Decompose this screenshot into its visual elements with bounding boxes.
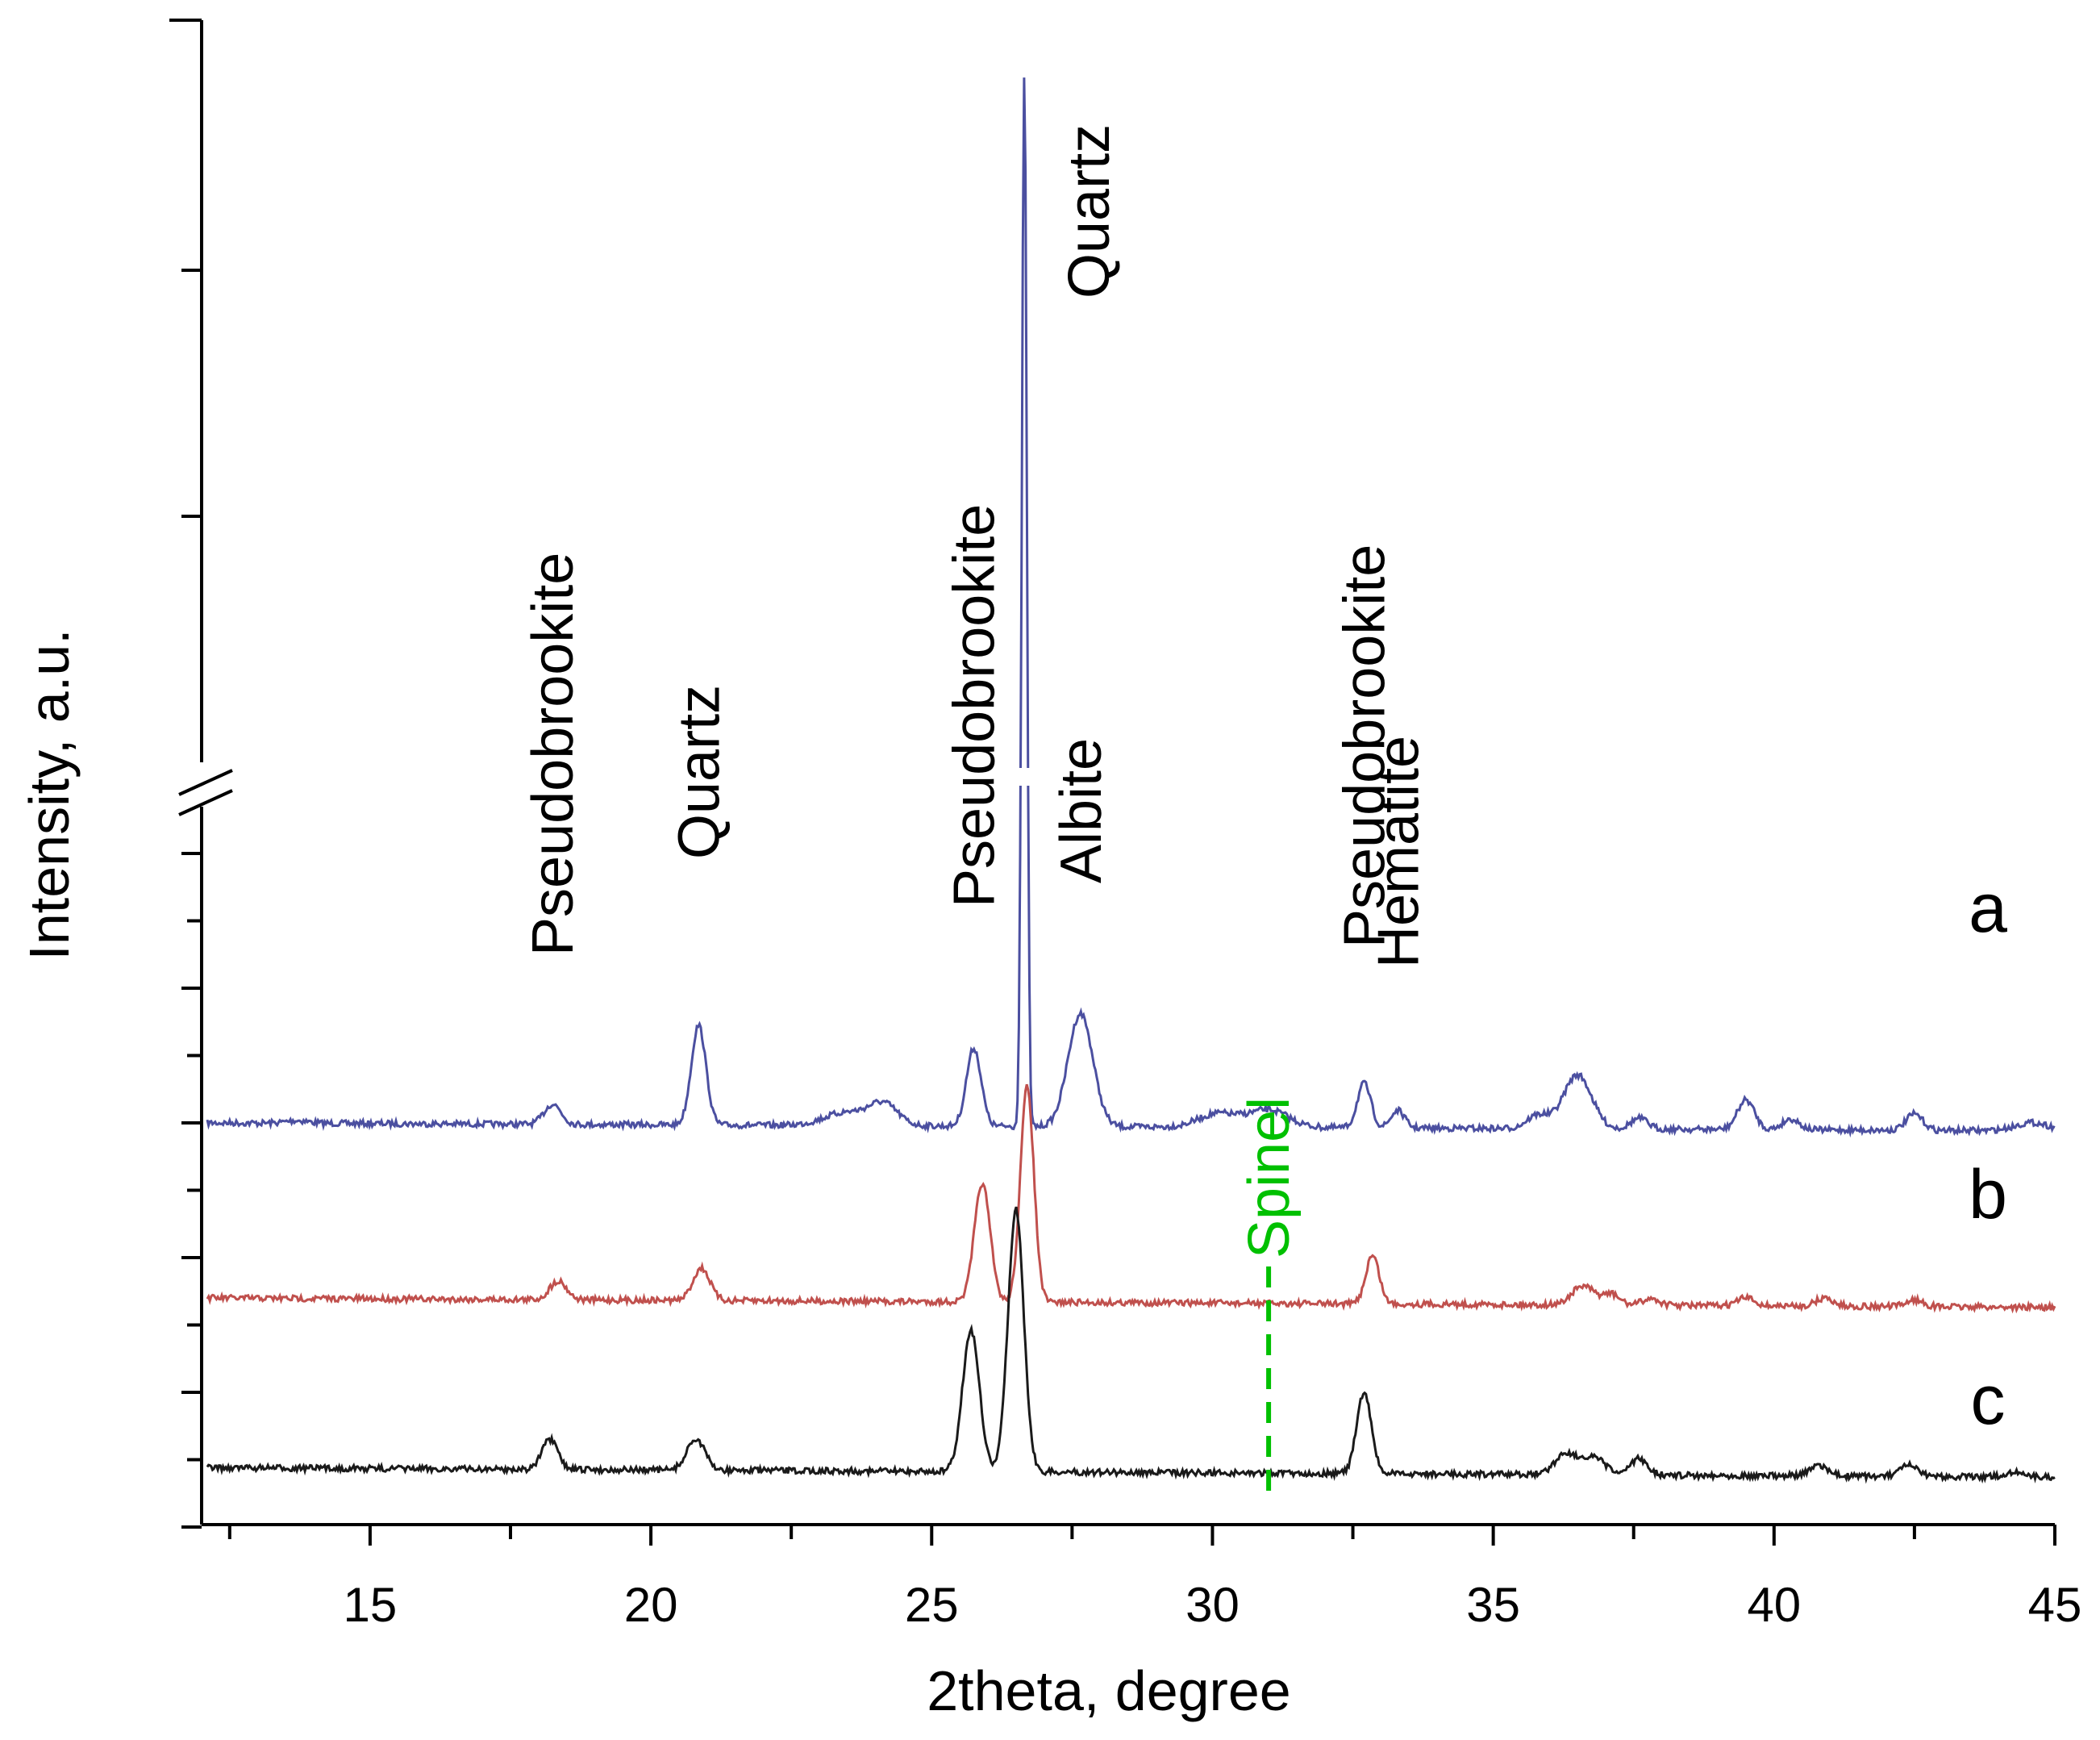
- spinel-label: Spinel: [1237, 1097, 1302, 1258]
- phase-label: Albite: [1049, 738, 1114, 883]
- x-tick-label: 30: [1185, 1578, 1240, 1632]
- x-tick-label: 20: [624, 1578, 678, 1632]
- phase-label: Hematite: [1366, 736, 1431, 968]
- curve-label-b: b: [1969, 1156, 2007, 1233]
- curves: [206, 77, 2056, 1484]
- phase-label: Quartz: [1057, 124, 1122, 298]
- x-tick-label: 25: [905, 1578, 959, 1632]
- axis-break-mark: [178, 789, 233, 816]
- annotations: a b c Pseudobrookite Quartz Pseudobrookite Qua…: [521, 124, 2007, 1500]
- phase-label: Pseudobrookite: [521, 553, 585, 956]
- x-tick-label: 40: [1747, 1578, 1801, 1632]
- axis-break-mark: [178, 769, 233, 796]
- curve-label-c: c: [1971, 1362, 2006, 1439]
- curve-label-a: a: [1969, 870, 2007, 947]
- phase-label: Quartz: [667, 685, 731, 859]
- series-line-c: [206, 1206, 2056, 1484]
- x-axis-title: 2theta, degree: [927, 1659, 1290, 1722]
- series-line-a: [206, 77, 2056, 1138]
- phase-label: Pseudobrookite: [943, 504, 1007, 908]
- phase-label: Pseudobrookite: [1332, 545, 1397, 948]
- series-line-b: [206, 1083, 2056, 1314]
- x-tick-label: 35: [1466, 1578, 1520, 1632]
- x-tick-label: 15: [344, 1578, 398, 1632]
- break-gap: [1013, 768, 1036, 786]
- axes: 15 20 25 30 35 40 45 2theta, degree Intensity, a…: [18, 19, 2082, 1722]
- y-axis-title: Intensity, a.u.: [18, 628, 81, 960]
- x-tick-label: 45: [2028, 1578, 2082, 1632]
